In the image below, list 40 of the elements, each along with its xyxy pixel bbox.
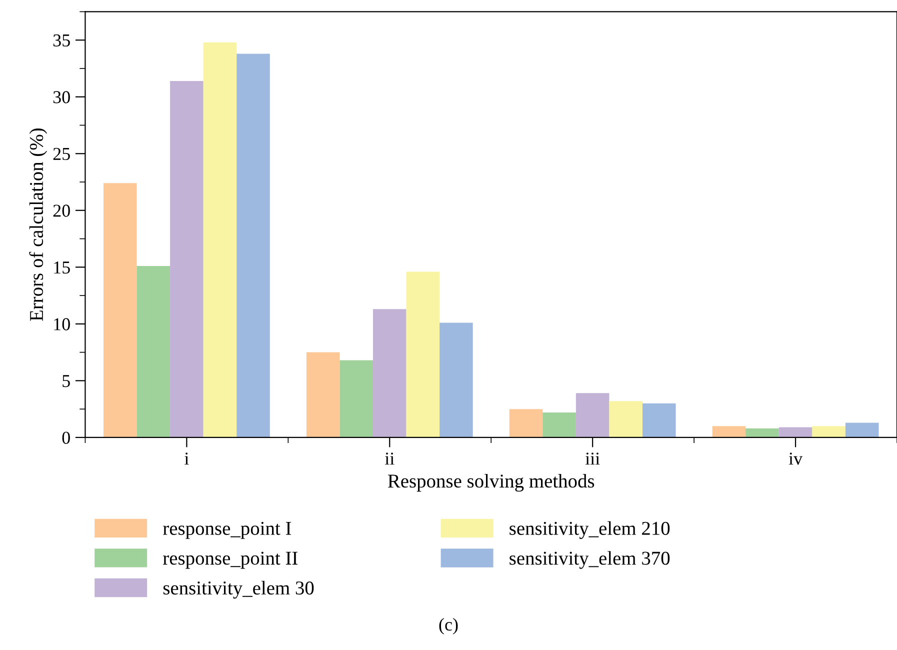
y-tick-label: 0 bbox=[62, 432, 70, 444]
x-tick-label: i bbox=[184, 452, 189, 465]
bar bbox=[542, 412, 576, 438]
bar bbox=[406, 272, 440, 438]
x-axis-title: Response solving methods bbox=[388, 474, 594, 492]
bar bbox=[372, 309, 406, 438]
bar bbox=[203, 42, 237, 438]
bar bbox=[576, 393, 610, 438]
legend-label: response_point I bbox=[163, 522, 292, 539]
x-tick-label: ii bbox=[384, 452, 394, 465]
x-tick-label: iii bbox=[585, 452, 600, 465]
y-axis-title: Errors of calculation (%) bbox=[29, 128, 48, 321]
bar bbox=[746, 428, 779, 438]
legend-label: sensitivity_elem 30 bbox=[163, 580, 314, 599]
bar bbox=[170, 80, 204, 438]
text: (c) bbox=[439, 618, 458, 634]
bar bbox=[812, 426, 846, 438]
legend-label: response_point II bbox=[163, 552, 298, 569]
bar bbox=[440, 322, 473, 438]
y-tick-label: 15 bbox=[54, 261, 70, 274]
y-tick-label: 25 bbox=[53, 148, 70, 160]
bar bbox=[509, 409, 543, 438]
bar bbox=[236, 54, 270, 438]
y-tick-label: 5 bbox=[62, 375, 70, 388]
bar bbox=[306, 352, 340, 438]
x-tick-label: iv bbox=[788, 452, 803, 465]
bar bbox=[712, 426, 746, 438]
y-tick-label: 35 bbox=[53, 34, 70, 47]
legend-label: sensitivity_elem 370 bbox=[510, 551, 670, 569]
y-tick-label: 10 bbox=[54, 318, 70, 330]
bar bbox=[136, 266, 170, 438]
bar bbox=[609, 401, 643, 438]
bar bbox=[845, 422, 879, 438]
y-tick-label: 30 bbox=[53, 91, 70, 104]
bar bbox=[340, 360, 373, 438]
bar bbox=[103, 183, 137, 438]
legend-label: sensitivity_elem 210 bbox=[510, 521, 670, 539]
y-tick-label: 20 bbox=[53, 204, 70, 217]
bar bbox=[642, 403, 676, 438]
bar bbox=[778, 427, 812, 438]
